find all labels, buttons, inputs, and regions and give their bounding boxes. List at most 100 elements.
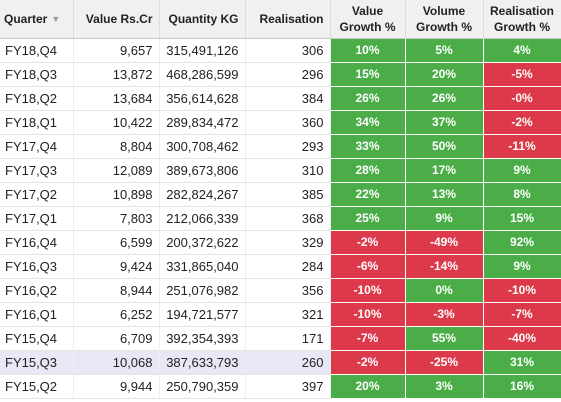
cell-value: 12,089 [73, 158, 160, 183]
cell-realisation: 360 [245, 110, 331, 135]
cell-realisation: 260 [245, 350, 331, 375]
cell-value-growth: -6% [329, 253, 406, 279]
cell-volume-growth: 50% [404, 133, 484, 159]
column-header-quarter[interactable]: Quarter ▼ [0, 0, 74, 39]
cell-quarter: FY18,Q4 [0, 38, 74, 63]
cell-value: 6,599 [73, 230, 160, 255]
cell-volume-growth: 17% [404, 157, 484, 183]
cell-quantity: 315,491,126 [159, 38, 246, 63]
column-header-volume-growth-line1: Volume [422, 3, 466, 18]
cell-realisation-growth: 92% [482, 229, 561, 255]
cell-realisation: 329 [245, 230, 331, 255]
cell-value-growth: 26% [329, 85, 406, 111]
cell-quarter: FY17,Q3 [0, 158, 74, 183]
cell-realisation-growth: -10% [482, 277, 561, 303]
cell-realisation-growth: -11% [482, 133, 561, 159]
cell-quantity: 468,286,599 [159, 62, 246, 87]
cell-value: 13,684 [73, 86, 160, 111]
cell-realisation-growth: 8% [482, 181, 561, 207]
table-row[interactable]: FY18,Q3 13,872 468,286,599 296 15% 20% -5% [0, 61, 561, 87]
cell-realisation-growth: 9% [482, 157, 561, 183]
cell-quarter: FY15,Q4 [0, 326, 74, 351]
cell-quantity: 200,372,622 [159, 230, 246, 255]
cell-value: 6,709 [73, 326, 160, 351]
cell-quarter: FY16,Q3 [0, 254, 74, 279]
table-row[interactable]: FY16,Q3 9,424 331,865,040 284 -6% -14% 9% [0, 253, 561, 279]
cell-value-growth: -10% [329, 301, 406, 327]
column-header-quantity-label: Quantity KG [168, 11, 239, 26]
cell-quarter: FY16,Q4 [0, 230, 74, 255]
cell-quarter: FY17,Q1 [0, 206, 74, 231]
column-header-value-growth-line2: Growth % [339, 19, 396, 34]
table-row[interactable]: FY18,Q4 9,657 315,491,126 306 10% 5% 4% [0, 37, 561, 63]
cell-realisation: 310 [245, 158, 331, 183]
cell-realisation-growth: 9% [482, 253, 561, 279]
cell-volume-growth: 13% [404, 181, 484, 207]
cell-realisation: 397 [245, 374, 331, 399]
cell-value-growth: 20% [329, 373, 406, 399]
cell-quarter: FY16,Q1 [0, 302, 74, 327]
table-row[interactable]: FY17,Q4 8,804 300,708,462 293 33% 50% -11% [0, 133, 561, 159]
cell-value: 6,252 [73, 302, 160, 327]
column-header-value-label: Value Rs.Cr [85, 11, 153, 26]
column-header-value-growth-line1: Value [351, 3, 384, 18]
cell-value-growth: 22% [329, 181, 406, 207]
cell-realisation-growth: -5% [482, 61, 561, 87]
cell-value: 9,424 [73, 254, 160, 279]
table-row[interactable]: FY15,Q3 10,068 387,633,793 260 -2% -25% 31% [0, 349, 561, 375]
cell-quantity: 300,708,462 [159, 134, 246, 159]
cell-realisation: 306 [245, 38, 331, 63]
cell-realisation: 385 [245, 182, 331, 207]
column-header-realisation[interactable]: Realisation [245, 0, 331, 39]
cell-quantity: 392,354,393 [159, 326, 246, 351]
cell-volume-growth: 0% [404, 277, 484, 303]
cell-quarter: FY18,Q1 [0, 110, 74, 135]
cell-quantity: 289,834,472 [159, 110, 246, 135]
cell-value: 7,803 [73, 206, 160, 231]
table-row[interactable]: FY17,Q2 10,898 282,824,267 385 22% 13% 8% [0, 181, 561, 207]
column-header-value[interactable]: Value Rs.Cr [73, 0, 160, 39]
cell-value: 13,872 [73, 62, 160, 87]
column-header-quantity[interactable]: Quantity KG [159, 0, 246, 39]
cell-value-growth: 33% [329, 133, 406, 159]
cell-volume-growth: 20% [404, 61, 484, 87]
column-header-quarter-label: Quarter [4, 11, 48, 26]
column-header-value-growth[interactable]: Value Growth % [330, 0, 406, 39]
table-row[interactable]: FY16,Q2 8,944 251,076,982 356 -10% 0% -10% [0, 277, 561, 303]
column-header-realisation-label: Realisation [259, 11, 324, 26]
cell-realisation: 296 [245, 62, 331, 87]
table-row[interactable]: FY18,Q1 10,422 289,834,472 360 34% 37% -2% [0, 109, 561, 135]
cell-value: 10,898 [73, 182, 160, 207]
cell-realisation: 384 [245, 86, 331, 111]
cell-value: 10,422 [73, 110, 160, 135]
column-header-realisation-growth-line1: Realisation [489, 3, 555, 18]
cell-quarter: FY15,Q3 [0, 350, 74, 375]
cell-volume-growth: 5% [404, 37, 484, 63]
cell-quantity: 356,614,628 [159, 86, 246, 111]
table-row[interactable]: FY15,Q4 6,709 392,354,393 171 -7% 55% -40% [0, 325, 561, 351]
table-row[interactable]: FY16,Q4 6,599 200,372,622 329 -2% -49% 92% [0, 229, 561, 255]
column-header-volume-growth[interactable]: Volume Growth % [405, 0, 484, 39]
column-header-realisation-growth[interactable]: Realisation Growth % [483, 0, 561, 39]
cell-quantity: 251,076,982 [159, 278, 246, 303]
cell-value-growth: 25% [329, 205, 406, 231]
cell-realisation: 321 [245, 302, 331, 327]
table-row[interactable]: FY15,Q2 9,944 250,790,359 397 20% 3% 16% [0, 373, 561, 399]
cell-realisation: 356 [245, 278, 331, 303]
cell-volume-growth: 9% [404, 205, 484, 231]
cell-quantity: 387,633,793 [159, 350, 246, 375]
cell-quantity: 194,721,577 [159, 302, 246, 327]
table-row[interactable]: FY17,Q1 7,803 212,066,339 368 25% 9% 15% [0, 205, 561, 231]
sort-descending-icon[interactable]: ▼ [51, 13, 61, 24]
cell-value-growth: -10% [329, 277, 406, 303]
cell-realisation-growth: 31% [482, 349, 561, 375]
cell-realisation-growth: -7% [482, 301, 561, 327]
cell-value: 10,068 [73, 350, 160, 375]
column-header-volume-growth-line2: Growth % [416, 19, 472, 34]
table-row[interactable]: FY18,Q2 13,684 356,614,628 384 26% 26% -0% [0, 85, 561, 111]
cell-value-growth: -2% [329, 349, 406, 375]
table-row[interactable]: FY16,Q1 6,252 194,721,577 321 -10% -3% -7% [0, 301, 561, 327]
cell-quantity: 282,824,267 [159, 182, 246, 207]
table-row[interactable]: FY17,Q3 12,089 389,673,806 310 28% 17% 9% [0, 157, 561, 183]
cell-value: 9,944 [73, 374, 160, 399]
